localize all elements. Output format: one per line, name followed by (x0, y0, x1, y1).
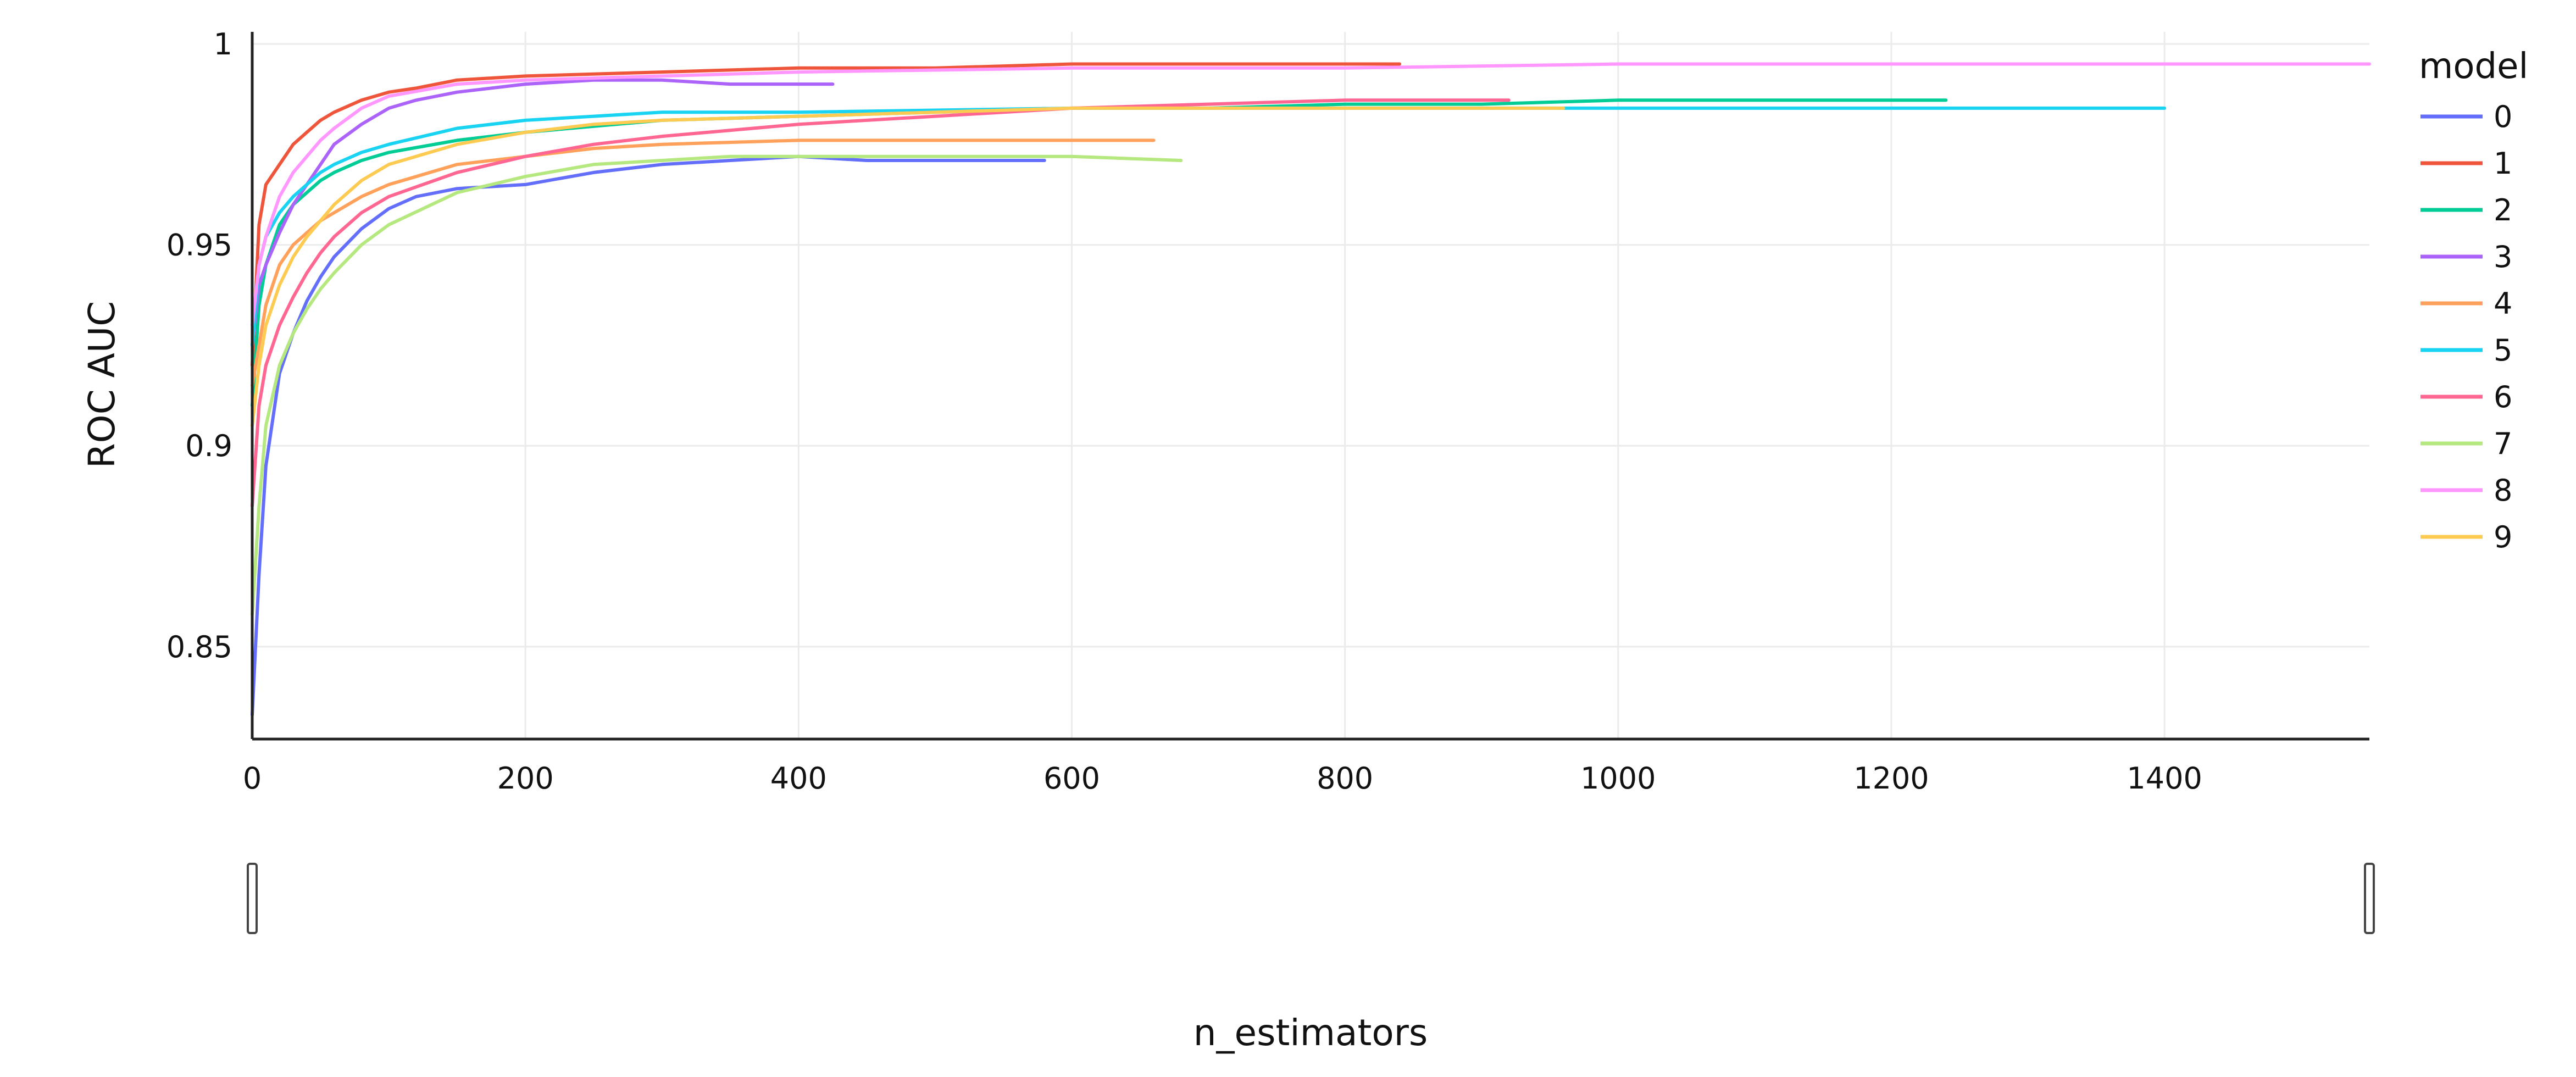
series-line-model-1 (251, 62, 1402, 367)
x-tick-label: 200 (497, 761, 554, 796)
x-tick-label: 1400 (2127, 761, 2202, 796)
legend-label-model-5: 5 (2494, 333, 2512, 368)
series-line-model-8 (251, 62, 2371, 327)
series-line-model-0 (251, 154, 1046, 717)
series-line-model-4 (251, 138, 1156, 387)
range-slider[interactable] (247, 863, 2375, 934)
y-tick-label: 0.85 (166, 630, 232, 664)
legend-label-model-0: 0 (2494, 99, 2512, 134)
legend-label-model-2: 2 (2494, 193, 2512, 227)
legend-label-model-4: 4 (2494, 286, 2512, 321)
x-tick-label: 1000 (1580, 761, 1656, 796)
range-slider-left-handle[interactable] (247, 863, 258, 934)
x-tick-label: 1200 (1853, 761, 1929, 796)
legend-label-model-3: 3 (2494, 240, 2512, 274)
series-layer (251, 62, 2371, 717)
legend-label-model-1: 1 (2494, 146, 2512, 181)
series-line-model-7 (251, 154, 1183, 617)
series-line-model-3 (251, 78, 835, 347)
legend-items: 0 1 2 3 4 5 6 7 8 9 (2420, 99, 2512, 554)
x-tick-label: 400 (770, 761, 827, 796)
series-line-model-9 (251, 106, 1565, 428)
series-line-model-5 (251, 106, 2167, 347)
x-axis-title: n_estimators (1193, 1012, 1428, 1054)
y-tick-label: 1 (214, 27, 232, 62)
series-line-model-2 (251, 98, 1948, 408)
y-tick-label: 0.9 (185, 429, 232, 463)
range-slider-right-handle[interactable] (2364, 863, 2375, 934)
legend-label-model-7: 7 (2494, 426, 2512, 461)
x-tick-label: 800 (1317, 761, 1373, 796)
y-tick-labels: 0.85 0.9 0.95 1 (166, 27, 232, 664)
y-tick-label: 0.95 (166, 228, 232, 263)
y-axis-title: ROC AUC (81, 301, 123, 468)
x-tick-label: 0 (243, 761, 262, 796)
legend-title: model (2419, 46, 2528, 87)
grid-layer (252, 32, 2369, 739)
legend-label-model-6: 6 (2494, 380, 2512, 414)
legend: model 0 1 2 3 4 5 6 7 8 9 (2419, 46, 2528, 554)
legend-label-model-8: 8 (2494, 473, 2512, 508)
x-tick-label: 600 (1043, 761, 1100, 796)
legend-label-model-9: 9 (2494, 520, 2512, 554)
x-tick-labels: 0 200 400 600 800 1000 1200 1400 (243, 761, 2202, 796)
